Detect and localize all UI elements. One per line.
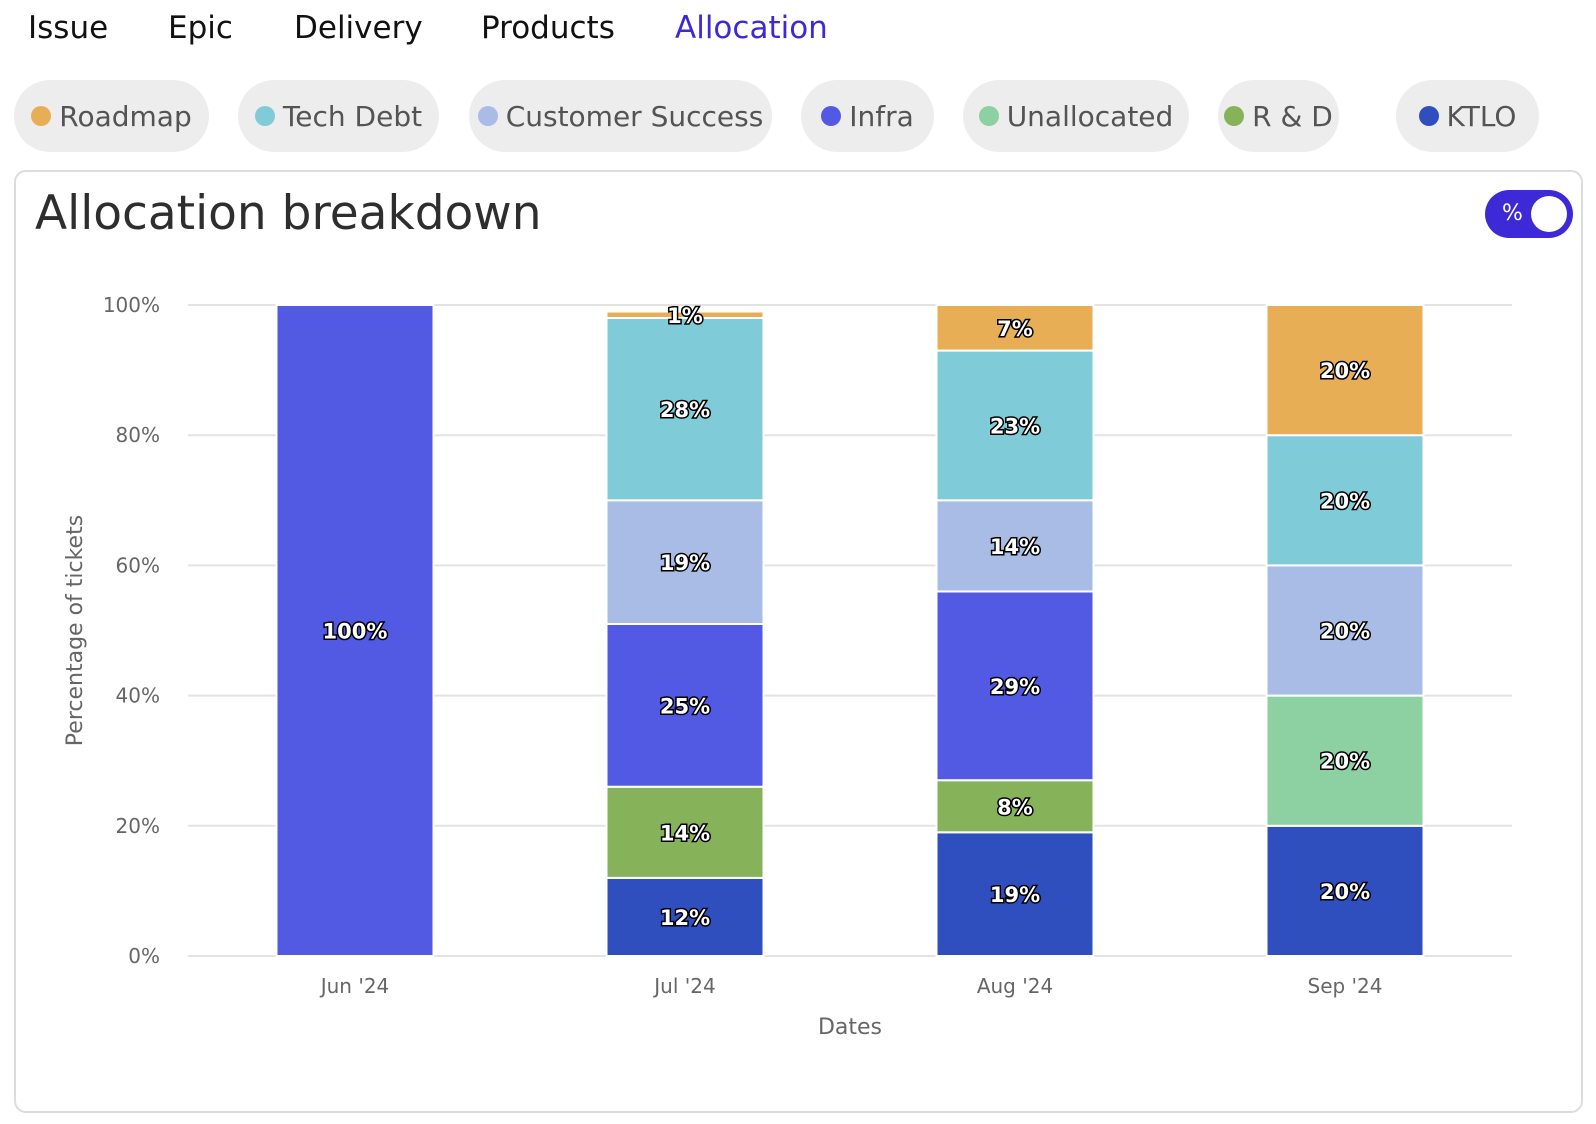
legend-dot-icon — [31, 106, 52, 126]
legend-dot-icon — [1224, 106, 1245, 126]
card-title: Allocation breakdown — [35, 186, 542, 241]
percent-toggle[interactable]: % — [1485, 190, 1573, 238]
bar-segment[interactable] — [1265, 694, 1425, 827]
chart-bar-labels: 100% 12% 14% 25% 19% 28% 1% 19% 8% 29% 14% 23% 7% 20%… — [321, 302, 1372, 931]
legend-dot-icon — [1418, 106, 1439, 126]
bar-value-label: 19% — [660, 551, 710, 575]
legend-chip-r-and-d[interactable]: R & D — [1218, 80, 1339, 152]
legend-dot-icon — [254, 106, 275, 126]
legend-chip-label: Unallocated — [1006, 99, 1174, 133]
bar-value-label: 7% — [997, 317, 1033, 341]
bar-value-label: 20% — [1320, 880, 1370, 904]
bar-segment[interactable] — [605, 310, 765, 320]
bar-value-label: 23% — [990, 414, 1040, 438]
legend-chip-infra[interactable]: Infra — [801, 80, 934, 152]
legend-filter-bar: Roadmap Tech Debt Customer Success Infra… — [0, 80, 1596, 154]
y-tick-label: 40% — [116, 684, 160, 708]
bar-segment[interactable] — [605, 876, 765, 958]
tab-products[interactable]: Products — [481, 10, 615, 46]
bar-value-label: 14% — [660, 821, 710, 845]
bar-value-label: 12% — [660, 906, 710, 930]
bar-value-label: 28% — [660, 398, 710, 422]
bar-value-label: 100% — [323, 620, 388, 644]
legend-dot-icon — [477, 106, 498, 126]
bar-value-label: 29% — [990, 675, 1040, 699]
legend-chip-tech-debt[interactable]: Tech Debt — [238, 80, 439, 152]
y-tick-label: 20% — [116, 814, 160, 838]
x-axis-title: Dates — [818, 1015, 882, 1040]
legend-chip-ktlo[interactable]: KTLO — [1396, 80, 1539, 152]
tab-issue[interactable]: Issue — [28, 10, 109, 46]
toggle-knob — [1531, 196, 1567, 232]
bar-value-label: 1% — [667, 304, 703, 328]
bar-segment[interactable] — [935, 304, 1095, 352]
bar-segment[interactable] — [1265, 434, 1425, 567]
bar-value-label: 25% — [660, 694, 710, 718]
legend-chip-customer-success[interactable]: Customer Success — [469, 80, 772, 152]
x-tick-label: Jun '24 — [319, 974, 390, 998]
bar-segment[interactable] — [935, 499, 1095, 593]
bar-segment[interactable] — [605, 622, 765, 788]
legend-chip-roadmap[interactable]: Roadmap — [14, 80, 209, 152]
y-tick-label: 80% — [116, 423, 160, 447]
percent-icon: % — [1502, 201, 1523, 226]
legend-dot-icon — [978, 106, 999, 126]
legend-dot-icon — [821, 106, 842, 126]
bar-segment[interactable] — [935, 590, 1095, 782]
x-tick-label: Aug '24 — [977, 974, 1053, 998]
x-axis-ticks: Jun '24 Jul '24 Aug '24 Sep '24 — [319, 974, 1383, 998]
x-tick-label: Jul '24 — [652, 974, 715, 998]
bar-value-label: 14% — [990, 535, 1040, 559]
y-tick-label: 100% — [103, 293, 160, 317]
bar-value-label: 20% — [1320, 620, 1370, 644]
legend-chip-label: Infra — [849, 99, 914, 133]
y-axis-title: Percentage of tickets — [63, 515, 88, 746]
chart-bars — [275, 304, 1425, 958]
tab-epic[interactable]: Epic — [168, 10, 233, 46]
legend-chip-label: Roadmap — [59, 99, 192, 133]
bar-value-label: 20% — [1320, 750, 1370, 774]
tab-bar: Issue Epic Delivery Products Allocation — [0, 0, 1596, 60]
bar-segment[interactable] — [605, 317, 765, 502]
tab-allocation[interactable]: Allocation — [675, 10, 828, 46]
y-axis-ticks: 0% 20% 40% 60% 80% 100% — [103, 293, 160, 968]
y-tick-label: 60% — [116, 553, 160, 577]
legend-chip-label: KTLO — [1446, 99, 1517, 133]
bar-value-label: 19% — [990, 883, 1040, 907]
bar-value-label: 20% — [1320, 489, 1370, 513]
legend-chip-label: R & D — [1252, 99, 1333, 133]
bar-segment[interactable] — [935, 831, 1095, 957]
bar-segment[interactable] — [1265, 564, 1425, 697]
bar-segment[interactable] — [1265, 304, 1425, 437]
x-tick-label: Sep '24 — [1308, 974, 1383, 998]
bar-value-label: 8% — [997, 795, 1033, 819]
bar-segment[interactable] — [275, 304, 435, 957]
legend-chip-label: Customer Success — [505, 99, 764, 133]
legend-chip-label: Tech Debt — [282, 99, 423, 133]
tab-delivery[interactable]: Delivery — [294, 10, 423, 46]
bar-segment[interactable] — [935, 779, 1095, 834]
bar-value-label: 20% — [1320, 359, 1370, 383]
y-tick-label: 0% — [128, 944, 160, 968]
legend-chip-unallocated[interactable]: Unallocated — [963, 80, 1189, 152]
